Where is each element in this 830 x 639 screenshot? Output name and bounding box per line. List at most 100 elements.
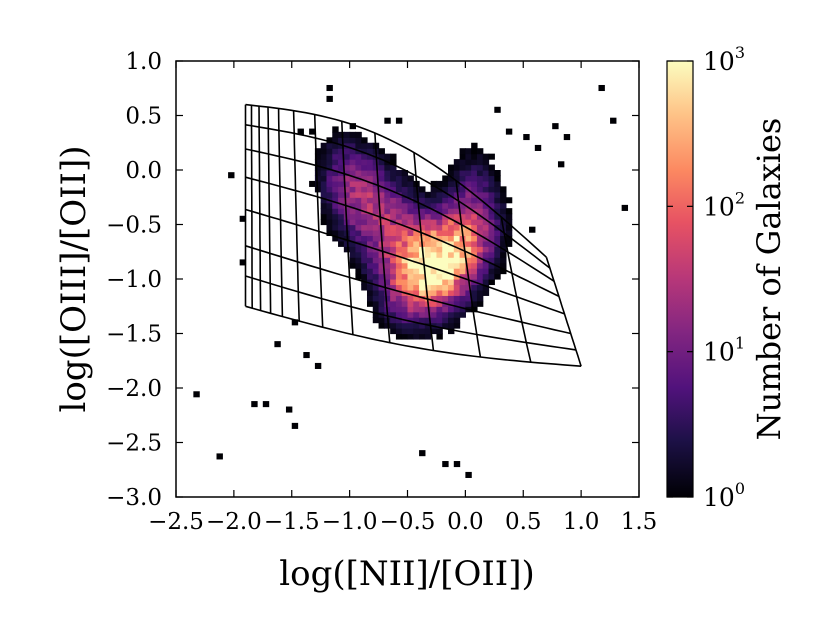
- heatmap-bin: [419, 273, 426, 280]
- heatmap-bin: [453, 306, 461, 313]
- heatmap-bin: [320, 202, 328, 209]
- heatmap-bin: [361, 268, 368, 275]
- heatmap-bin: [413, 240, 420, 247]
- heatmap-bin: [459, 175, 466, 182]
- heatmap-bin: [442, 257, 449, 264]
- heatmap-bin: [314, 148, 322, 155]
- heatmap-bin: [361, 186, 368, 193]
- heatmap-bin: [395, 175, 403, 182]
- heatmap-bin: [436, 235, 443, 242]
- heatmap-bin: [465, 257, 472, 264]
- heatmap-bin: [338, 164, 345, 171]
- outlier-bin: [291, 319, 299, 326]
- heatmap-bin: [459, 306, 466, 313]
- heatmap-bin: [384, 246, 391, 253]
- heatmap-bin: [482, 186, 490, 193]
- heatmap-bin: [355, 137, 362, 144]
- heatmap-bin: [448, 328, 455, 335]
- outlier-bin: [297, 128, 304, 135]
- heatmap-bin: [384, 300, 391, 307]
- heatmap-bin: [314, 180, 322, 187]
- heatmap-bin: [488, 235, 495, 242]
- heatmap-bin: [476, 170, 484, 177]
- model-grid: [244, 103, 582, 367]
- heatmap-bin: [442, 180, 449, 187]
- heatmap-bin: [413, 224, 420, 231]
- heatmap-bin: [338, 131, 345, 138]
- heatmap-bin: [453, 240, 461, 247]
- outlier-bin: [610, 117, 617, 124]
- heatmap-bin: [401, 306, 409, 313]
- heatmap-bin: [355, 191, 362, 198]
- heatmap-bin: [343, 159, 351, 166]
- heatmap-bin: [448, 311, 455, 318]
- heatmap-bin: [505, 213, 513, 220]
- heatmap-bin: [320, 208, 328, 215]
- heatmap-bin: [482, 213, 490, 220]
- heatmap-bin: [355, 224, 362, 231]
- heatmap-bin: [395, 229, 403, 236]
- heatmap-bin: [419, 306, 426, 313]
- heatmap-bin: [349, 240, 357, 247]
- colorbar-tick-label: 103: [703, 43, 745, 76]
- heatmap-bin: [372, 224, 380, 231]
- heatmap-bin: [419, 197, 426, 204]
- heatmap-bin: [476, 159, 484, 166]
- x-tick-label: 0.5: [505, 509, 542, 535]
- model-grid-line: [292, 110, 300, 322]
- heatmap-bin: [366, 142, 374, 149]
- heatmap-bin: [413, 257, 420, 264]
- outlier-bin: [598, 84, 605, 92]
- x-tick-label: 1.5: [621, 509, 658, 535]
- heatmap-bin: [355, 180, 362, 187]
- heatmap-bin: [349, 170, 357, 177]
- axis-ticks: −2.5 −2.0 −1.5 −1.0 −0.5 0.0 0.5 1.0 1.51.00.50.…: [106, 49, 657, 535]
- heatmap-bin: [401, 175, 409, 182]
- heatmap-bin: [413, 208, 420, 215]
- heatmap-bin: [338, 213, 345, 220]
- heatmap-bin: [465, 289, 472, 296]
- heatmap-bin: [395, 246, 403, 253]
- heatmap-bin: [476, 229, 484, 236]
- heatmap-bin: [390, 153, 397, 160]
- heatmap-bin: [505, 224, 513, 231]
- outlier-bin: [326, 95, 333, 102]
- heatmap-bin: [488, 208, 495, 215]
- outlier-bin: [228, 172, 235, 179]
- heatmap-bin: [361, 137, 368, 144]
- heatmap-bin: [361, 257, 368, 264]
- heatmap-bin: [453, 317, 461, 324]
- heatmap-bin: [401, 219, 409, 226]
- heatmap-bin: [314, 170, 322, 177]
- heatmap-bin: [366, 208, 374, 215]
- heatmap-bin: [471, 273, 478, 280]
- heatmap-bin: [471, 186, 478, 193]
- heatmap-bin: [465, 148, 472, 155]
- heatmap-bin: [459, 268, 466, 275]
- heatmap-bin: [488, 279, 495, 286]
- heatmap-bin: [453, 257, 461, 264]
- heatmap-bin: [343, 153, 351, 160]
- heatmap-bin: [326, 137, 333, 144]
- heatmap-bin: [471, 164, 478, 171]
- heatmap-bin: [430, 273, 438, 280]
- heatmap-bin: [448, 235, 455, 242]
- heatmap-bin: [372, 289, 380, 296]
- heatmap-bin: [320, 213, 328, 220]
- heatmap-bin: [395, 180, 403, 187]
- heatmap-bin: [338, 175, 345, 182]
- heatmap-bin: [471, 246, 478, 253]
- heatmap-bin: [355, 251, 362, 258]
- heatmap-bin: [430, 186, 438, 193]
- heatmap-bin: [424, 240, 432, 247]
- heatmap-bin: [442, 246, 449, 253]
- heatmap-bin: [442, 284, 449, 291]
- heatmap-bin: [482, 268, 490, 275]
- heatmap-bin: [395, 170, 403, 177]
- heatmap-bin: [349, 257, 357, 264]
- heatmap-bin: [395, 284, 403, 291]
- heatmap-bin: [465, 159, 472, 166]
- heatmap-bin: [401, 229, 409, 236]
- heatmap-bin: [343, 246, 351, 253]
- heatmap-bin: [378, 262, 385, 269]
